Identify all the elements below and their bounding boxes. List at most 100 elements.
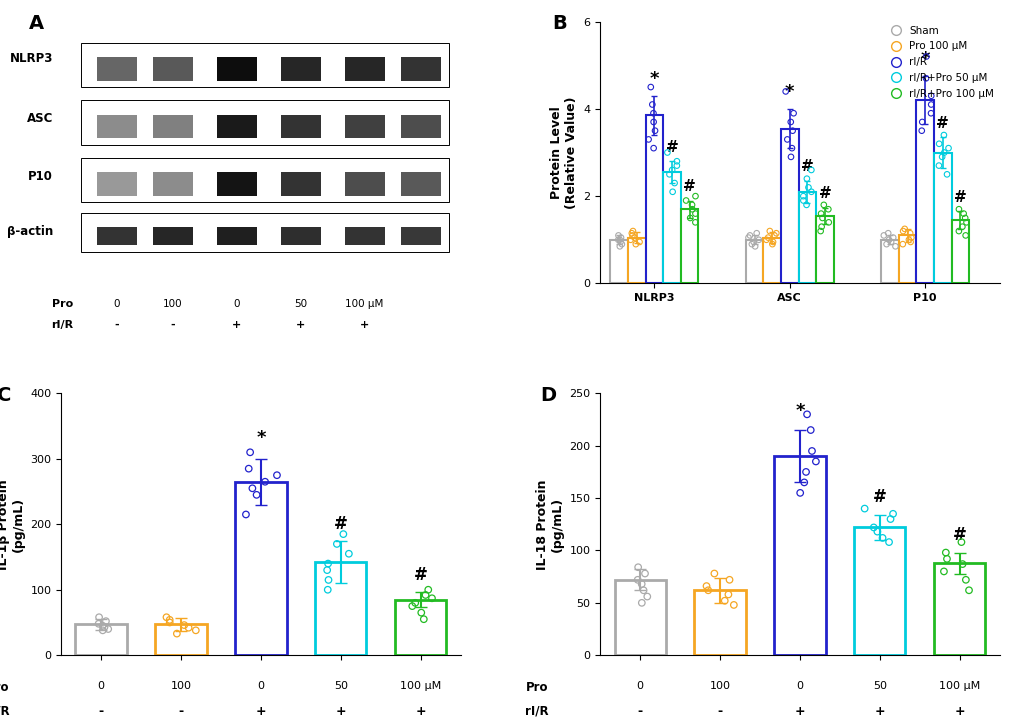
Bar [400, 172, 440, 196]
Point [687, 208, 703, 220]
Point [626, 232, 642, 243]
Point [319, 564, 335, 576]
Point [668, 156, 685, 167]
Text: 0: 0 [98, 681, 105, 691]
Point [424, 593, 440, 604]
Bar [394, 600, 446, 655]
Bar [97, 114, 137, 138]
Point [812, 225, 828, 237]
Text: #: # [953, 190, 966, 205]
Bar [153, 114, 193, 138]
Text: -: - [115, 320, 119, 330]
Point [879, 228, 896, 239]
Point [663, 186, 680, 197]
Point [678, 194, 694, 206]
Point [917, 50, 933, 62]
Point [612, 232, 629, 243]
Text: 0: 0 [796, 681, 803, 691]
Point [881, 513, 898, 525]
Point [413, 607, 429, 618]
Point [257, 476, 273, 487]
Point [813, 221, 829, 233]
Text: rI/R: rI/R [0, 705, 9, 718]
Point [894, 225, 910, 237]
Point [320, 558, 336, 570]
Point [609, 230, 626, 241]
Point [935, 147, 952, 158]
Point [954, 558, 970, 570]
Point [622, 234, 638, 246]
Text: 0: 0 [233, 299, 239, 309]
Point [767, 228, 784, 239]
Text: +: + [232, 320, 242, 330]
Text: #: # [952, 526, 966, 544]
Point [168, 628, 184, 639]
Text: -: - [637, 705, 642, 718]
Point [930, 160, 947, 171]
Point [644, 99, 660, 110]
Bar [344, 227, 384, 246]
Point [741, 230, 757, 241]
Point [740, 232, 756, 243]
Text: +: + [335, 705, 345, 718]
Bar [280, 172, 320, 196]
Point [763, 238, 780, 250]
Bar [898, 235, 915, 284]
Text: B: B [552, 14, 567, 32]
Point [417, 589, 433, 600]
Point [815, 199, 832, 211]
Point [716, 595, 733, 606]
Bar [609, 240, 628, 284]
Point [798, 408, 814, 420]
Point [687, 190, 703, 202]
Point [812, 208, 828, 220]
Point [887, 240, 903, 252]
Point [609, 234, 626, 246]
Bar [97, 227, 137, 246]
Text: #: # [683, 179, 695, 194]
Point [819, 204, 836, 215]
Point [782, 151, 798, 163]
Bar [217, 114, 257, 138]
Text: rI/R: rI/R [524, 705, 548, 718]
Text: +: + [415, 705, 426, 718]
Bar [745, 240, 762, 284]
Bar [97, 57, 137, 81]
Point [958, 217, 974, 228]
Point [902, 232, 918, 243]
Point [404, 600, 420, 612]
Point [950, 225, 966, 237]
Bar [880, 240, 898, 284]
Point [750, 234, 766, 246]
Point [877, 238, 894, 250]
Point [646, 125, 662, 137]
Text: #: # [872, 488, 886, 506]
Bar [815, 216, 833, 284]
Point [642, 81, 658, 93]
Point [802, 164, 818, 176]
Bar [933, 153, 951, 284]
Point [934, 566, 951, 577]
Bar [153, 172, 193, 196]
Point [792, 487, 808, 499]
Bar [217, 57, 257, 81]
Point [645, 116, 661, 127]
Point [682, 212, 698, 224]
Bar [75, 624, 126, 655]
Point [161, 617, 177, 629]
Point [795, 194, 811, 206]
Point [415, 613, 431, 625]
Point [335, 528, 352, 540]
Text: 100: 100 [709, 681, 730, 691]
Point [698, 580, 714, 592]
Point [759, 232, 775, 243]
Point [940, 143, 956, 154]
Point [865, 522, 881, 534]
Text: 100 μM: 100 μM [399, 681, 441, 691]
Point [882, 236, 899, 248]
Point [240, 463, 257, 474]
Point [611, 236, 628, 248]
Point [930, 138, 947, 150]
Point [633, 578, 649, 590]
Point [244, 482, 260, 494]
